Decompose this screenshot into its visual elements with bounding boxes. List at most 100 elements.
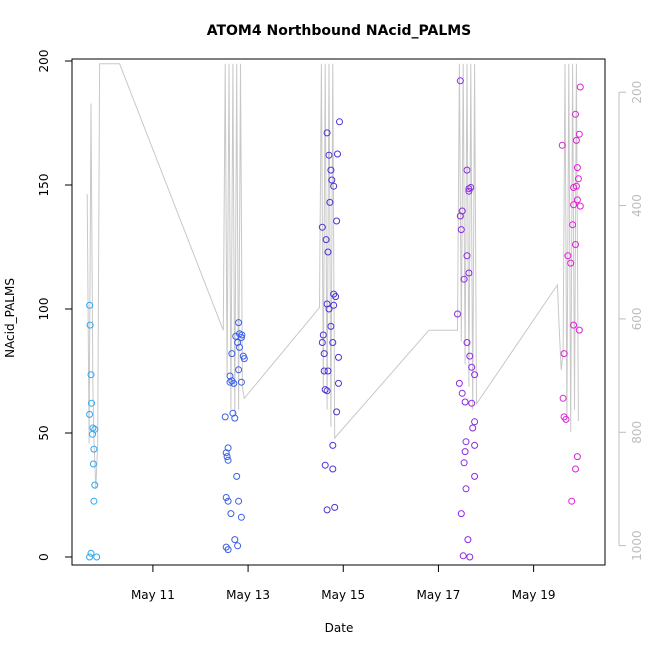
data-point <box>575 130 583 138</box>
data-point <box>237 378 245 386</box>
data-point <box>468 363 476 371</box>
data-point <box>93 553 101 561</box>
x-tick-label: May 15 <box>321 588 365 602</box>
series-5 <box>558 83 584 505</box>
data-point <box>573 453 581 461</box>
data-point <box>321 461 329 469</box>
data-point <box>327 322 335 330</box>
x-tick-label: May 17 <box>416 588 460 602</box>
data-point <box>331 503 339 511</box>
data-point <box>328 176 336 184</box>
x-axis: May 11 May 13 May 15 May 17 May 19 <box>131 564 556 602</box>
data-point <box>318 339 326 346</box>
data-point <box>87 371 95 379</box>
data-point <box>457 226 465 234</box>
data-point <box>454 310 461 318</box>
data-point <box>464 536 472 544</box>
data-point <box>465 269 473 277</box>
data-point <box>233 472 241 480</box>
data-point <box>467 184 475 191</box>
data-point <box>235 497 243 505</box>
y2-axis: 200 400 600 800 1000 <box>618 81 644 561</box>
series-3 <box>318 118 343 514</box>
data-point <box>463 339 471 346</box>
scatter-points-layer <box>86 77 584 561</box>
y-tick-label: 100 <box>37 298 51 321</box>
data-point <box>330 182 338 190</box>
data-point <box>332 293 340 301</box>
data-point <box>91 481 99 489</box>
y2-tick-label: 200 <box>630 81 644 104</box>
data-point <box>318 223 326 231</box>
data-point <box>465 187 473 195</box>
data-point <box>336 118 343 126</box>
altitude-trace-line <box>86 63 579 490</box>
data-point <box>456 212 464 220</box>
y-tick-label: 50 <box>37 425 51 440</box>
data-point <box>228 350 236 358</box>
data-point <box>569 221 577 229</box>
data-point <box>333 217 341 225</box>
data-point <box>89 460 97 468</box>
data-point <box>327 166 335 174</box>
data-point <box>224 497 232 505</box>
data-point <box>574 175 582 183</box>
y-tick-label: 150 <box>37 174 51 197</box>
data-point <box>320 367 328 375</box>
data-point <box>560 350 568 358</box>
data-point <box>86 301 94 309</box>
y-axis: 0 50 100 150 200 <box>37 50 73 561</box>
data-point <box>324 367 332 375</box>
series-2 <box>221 319 248 554</box>
data-point <box>231 414 239 422</box>
data-point <box>460 275 468 283</box>
data-point <box>572 136 580 144</box>
data-point <box>87 549 95 557</box>
data-point <box>335 379 342 387</box>
data-point <box>576 202 584 210</box>
y2-tick-label: 600 <box>630 307 644 330</box>
x-tick-label: May 19 <box>512 588 556 602</box>
data-point <box>576 83 584 91</box>
series-4 <box>454 77 479 561</box>
data-point <box>462 438 470 446</box>
data-point <box>91 425 99 433</box>
data-point <box>237 334 245 341</box>
altitude-trace-layer <box>86 63 579 490</box>
data-point <box>226 378 234 386</box>
data-point <box>223 453 231 461</box>
data-point <box>567 259 575 267</box>
data-point <box>90 497 98 505</box>
chart-title: ATOM4 Northbound NAcid_PALMS <box>207 23 472 39</box>
data-point <box>320 350 328 358</box>
data-point <box>325 151 333 159</box>
data-point <box>230 379 238 387</box>
data-point <box>462 485 470 493</box>
y-axis-label: NAcid_PALMS <box>3 278 17 358</box>
data-point <box>456 77 464 85</box>
data-point <box>221 413 229 421</box>
data-point <box>455 379 463 387</box>
data-point <box>461 448 469 456</box>
data-point <box>235 319 243 327</box>
data-point <box>573 196 581 204</box>
data-point <box>335 353 342 361</box>
data-point <box>466 553 474 561</box>
y2-tick-label: 400 <box>630 194 644 217</box>
x-tick-label: May 13 <box>226 588 270 602</box>
y-tick-label: 200 <box>37 50 51 73</box>
data-point <box>559 394 567 402</box>
y2-tick-label: 800 <box>630 421 644 444</box>
data-point <box>333 408 341 416</box>
data-point <box>570 201 578 209</box>
x-axis-label: Date <box>325 621 354 635</box>
data-point <box>326 198 334 206</box>
data-point <box>329 441 337 449</box>
data-point <box>572 465 579 473</box>
data-point <box>224 456 232 464</box>
data-point <box>469 424 477 432</box>
data-point <box>235 366 243 374</box>
plot-frame <box>71 58 606 566</box>
